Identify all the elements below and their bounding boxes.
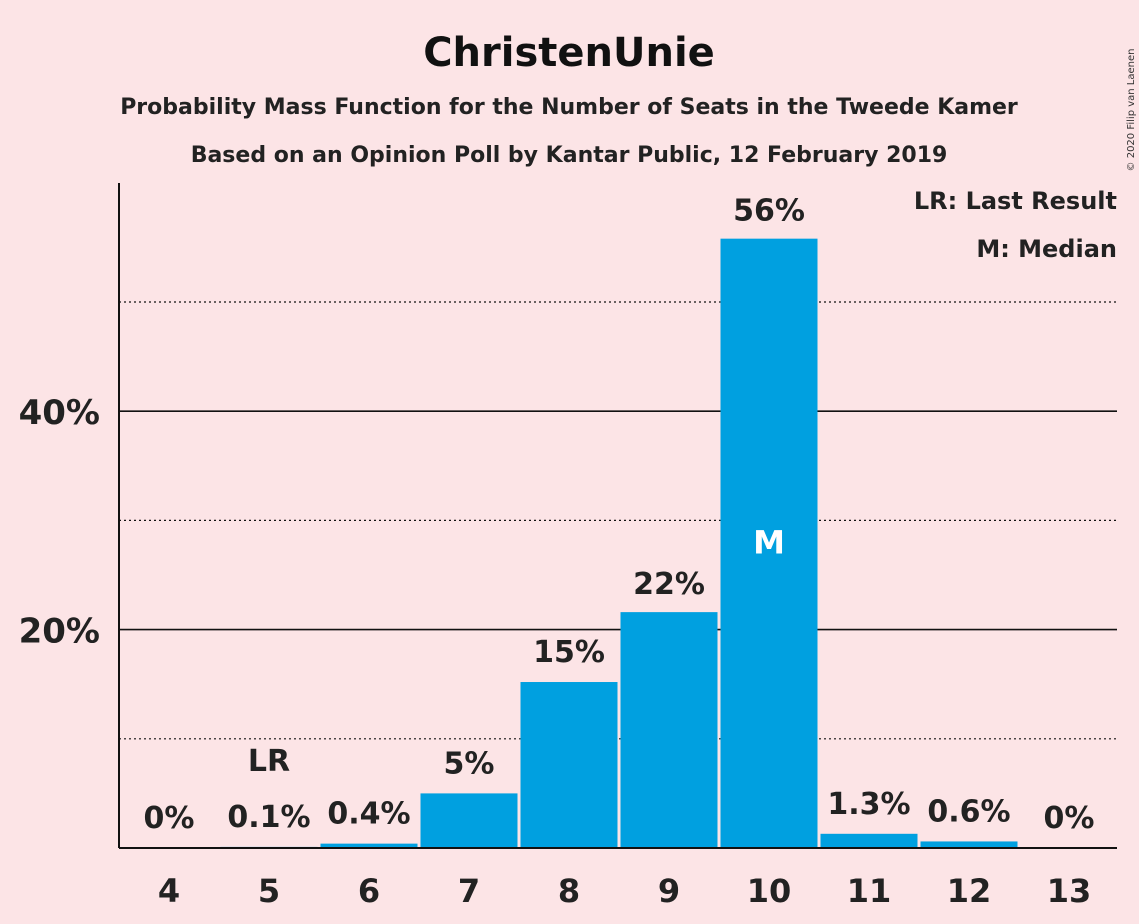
x-tick-label: 13 xyxy=(1047,872,1092,910)
chart-subtitle-2: Based on an Opinion Poll by Kantar Publi… xyxy=(191,143,948,168)
legend-median: M: Median xyxy=(976,235,1117,263)
bar-seats-6 xyxy=(320,843,418,848)
value-label-6: 0.4% xyxy=(327,797,410,832)
x-tick-label: 6 xyxy=(358,872,380,910)
bar-seats-12 xyxy=(920,841,1018,848)
legend-last-result: LR: Last Result xyxy=(914,187,1117,215)
bar-seats-9 xyxy=(620,612,718,848)
y-tick-label: 40% xyxy=(19,393,100,433)
bars xyxy=(220,238,1018,848)
bar-seats-8 xyxy=(520,682,618,848)
x-tick-label: 10 xyxy=(747,872,792,910)
value-labels: 0% 4 0.1% 5 LR 0.4% 6 5% 7 15% 8 22% 9 56% 10 M 1.3% 11 0.… xyxy=(144,194,1095,910)
x-tick-label: 5 xyxy=(258,872,280,910)
last-result-marker: LR xyxy=(248,744,290,779)
x-tick-label: 12 xyxy=(947,872,992,910)
bar-seats-10 xyxy=(720,238,818,848)
bar-seats-11 xyxy=(820,833,918,848)
value-label-8: 15% xyxy=(533,635,605,670)
x-tick-label: 9 xyxy=(658,872,680,910)
value-label-7: 5% xyxy=(444,746,495,781)
value-label-10: 56% xyxy=(733,194,805,229)
x-tick-label: 8 xyxy=(558,872,580,910)
y-tick-label: 20% xyxy=(19,612,100,652)
median-marker: M xyxy=(753,523,785,561)
x-tick-label: 11 xyxy=(847,872,892,910)
value-label-5: 0.1% xyxy=(227,800,310,835)
axes xyxy=(118,183,1117,849)
copyright-text: © 2020 Filip van Laenen xyxy=(1126,49,1137,172)
value-label-9: 22% xyxy=(633,567,705,602)
chart-subtitle: Probability Mass Function for the Number… xyxy=(120,95,1018,120)
bar-seats-7 xyxy=(420,793,518,848)
chart-title: ChristenUnie xyxy=(423,30,715,76)
value-label-12: 0.6% xyxy=(927,794,1010,829)
value-label-13: 0% xyxy=(1044,801,1095,836)
value-label-11: 1.3% xyxy=(827,787,910,822)
value-label-4: 0% xyxy=(144,801,195,836)
x-tick-label: 4 xyxy=(158,872,180,910)
x-tick-label: 7 xyxy=(458,872,480,910)
gridlines: 20% 40% xyxy=(19,301,1117,740)
